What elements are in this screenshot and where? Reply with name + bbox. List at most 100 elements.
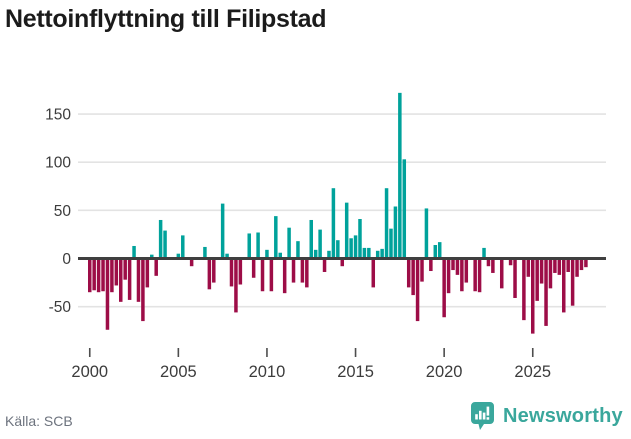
bar-positive [389,228,393,259]
y-axis-label: 50 [54,203,72,220]
newsworthy-logo: Newsworthy [471,400,623,432]
x-axis-label: 2025 [514,363,551,381]
bar-positive [278,252,282,259]
bar-negative [260,258,265,292]
y-axis-label: -50 [49,299,72,316]
y-axis-label: 100 [45,155,71,172]
bar-negative [119,258,123,302]
bar-negative [141,258,145,322]
bar-positive [327,250,331,259]
bar-negative [305,258,309,288]
x-axis-label: 2020 [426,363,463,381]
bar-negative [460,258,464,292]
bar-negative [473,258,477,292]
x-axis-label: 2005 [160,363,197,381]
bar-positive [176,253,181,259]
newsworthy-wordmark: Newsworthy [503,404,623,427]
x-axis-label: 2010 [249,363,286,381]
bar-positive [358,219,362,259]
bar-positive [344,202,349,259]
bar-negative [508,258,513,266]
bar-negative [535,258,539,301]
bar-negative [491,258,495,273]
bar-positive [437,242,442,259]
bar-negative [513,258,517,298]
bar-positive [150,254,154,259]
bar-negative [127,258,132,300]
bar-positive [163,230,167,259]
bar-negative [291,258,296,283]
bar-negative [229,258,234,287]
bar-positive [287,227,291,259]
chart-title: Nettoinflyttning till Filipstad [5,5,327,33]
bar-negative [123,258,127,280]
bar-positive [132,245,136,259]
bar-negative [455,258,460,275]
bar-negative [575,258,579,277]
bar-negative [499,258,504,289]
bar-positive [247,233,251,259]
bar-negative [282,258,287,294]
bar-negative [544,258,548,326]
bar-negative [92,258,96,291]
bar-positive [349,238,353,259]
bar-positive [384,188,389,259]
bar-positive [393,206,398,259]
bar-positive [309,219,313,259]
bar-positive [158,219,163,259]
x-axis-label: 2015 [337,363,374,381]
bar-negative [429,258,433,272]
bar-positive [380,248,384,259]
bar-negative [105,258,110,330]
bar-positive [375,250,380,259]
bar-negative [446,258,451,294]
bar-negative [451,258,455,271]
bar-negative [539,258,544,284]
bar-positive [482,247,486,259]
bar-negative [477,258,482,293]
bar-negative [251,258,256,278]
bar-positive [220,203,225,259]
bar-negative [411,258,415,296]
bar-positive [331,188,336,259]
bar-negative [207,258,212,290]
bar-negative [269,258,274,292]
bar-positive [225,253,229,259]
bar-negative [570,258,575,306]
bar-negative [101,258,105,292]
bar-negative [322,258,327,272]
bar-negative [234,258,238,313]
x-axis-label: 2000 [71,363,108,381]
newsworthy-icon [471,401,494,430]
bar-positive [265,249,269,259]
bar-positive [203,246,207,259]
bar-negative [212,258,216,283]
y-axis-label: 0 [62,251,71,268]
bar-positive [398,92,402,259]
bar-positive [256,232,260,259]
bar-negative [486,258,491,267]
bar-negative [584,258,588,268]
bar-negative [531,258,535,334]
bar-positive [181,235,185,259]
bar-negative [557,258,562,275]
bar-negative [522,258,526,321]
bar-positive [274,216,278,259]
bar-positive [336,240,340,259]
bar-negative [96,258,101,293]
bar-negative [340,258,345,267]
bar-negative [562,258,566,313]
bar-negative [145,258,150,288]
bar-negative [566,258,570,272]
bar-positive [353,235,358,259]
bar-negative [442,258,446,318]
bar-negative [154,258,158,276]
bar-negative [415,258,420,322]
bar-negative [553,258,557,273]
bar-negative [189,258,194,267]
bar-negative [300,258,305,283]
bar-positive [424,208,429,259]
bar-negative [526,258,531,277]
bar-negative [238,258,243,285]
